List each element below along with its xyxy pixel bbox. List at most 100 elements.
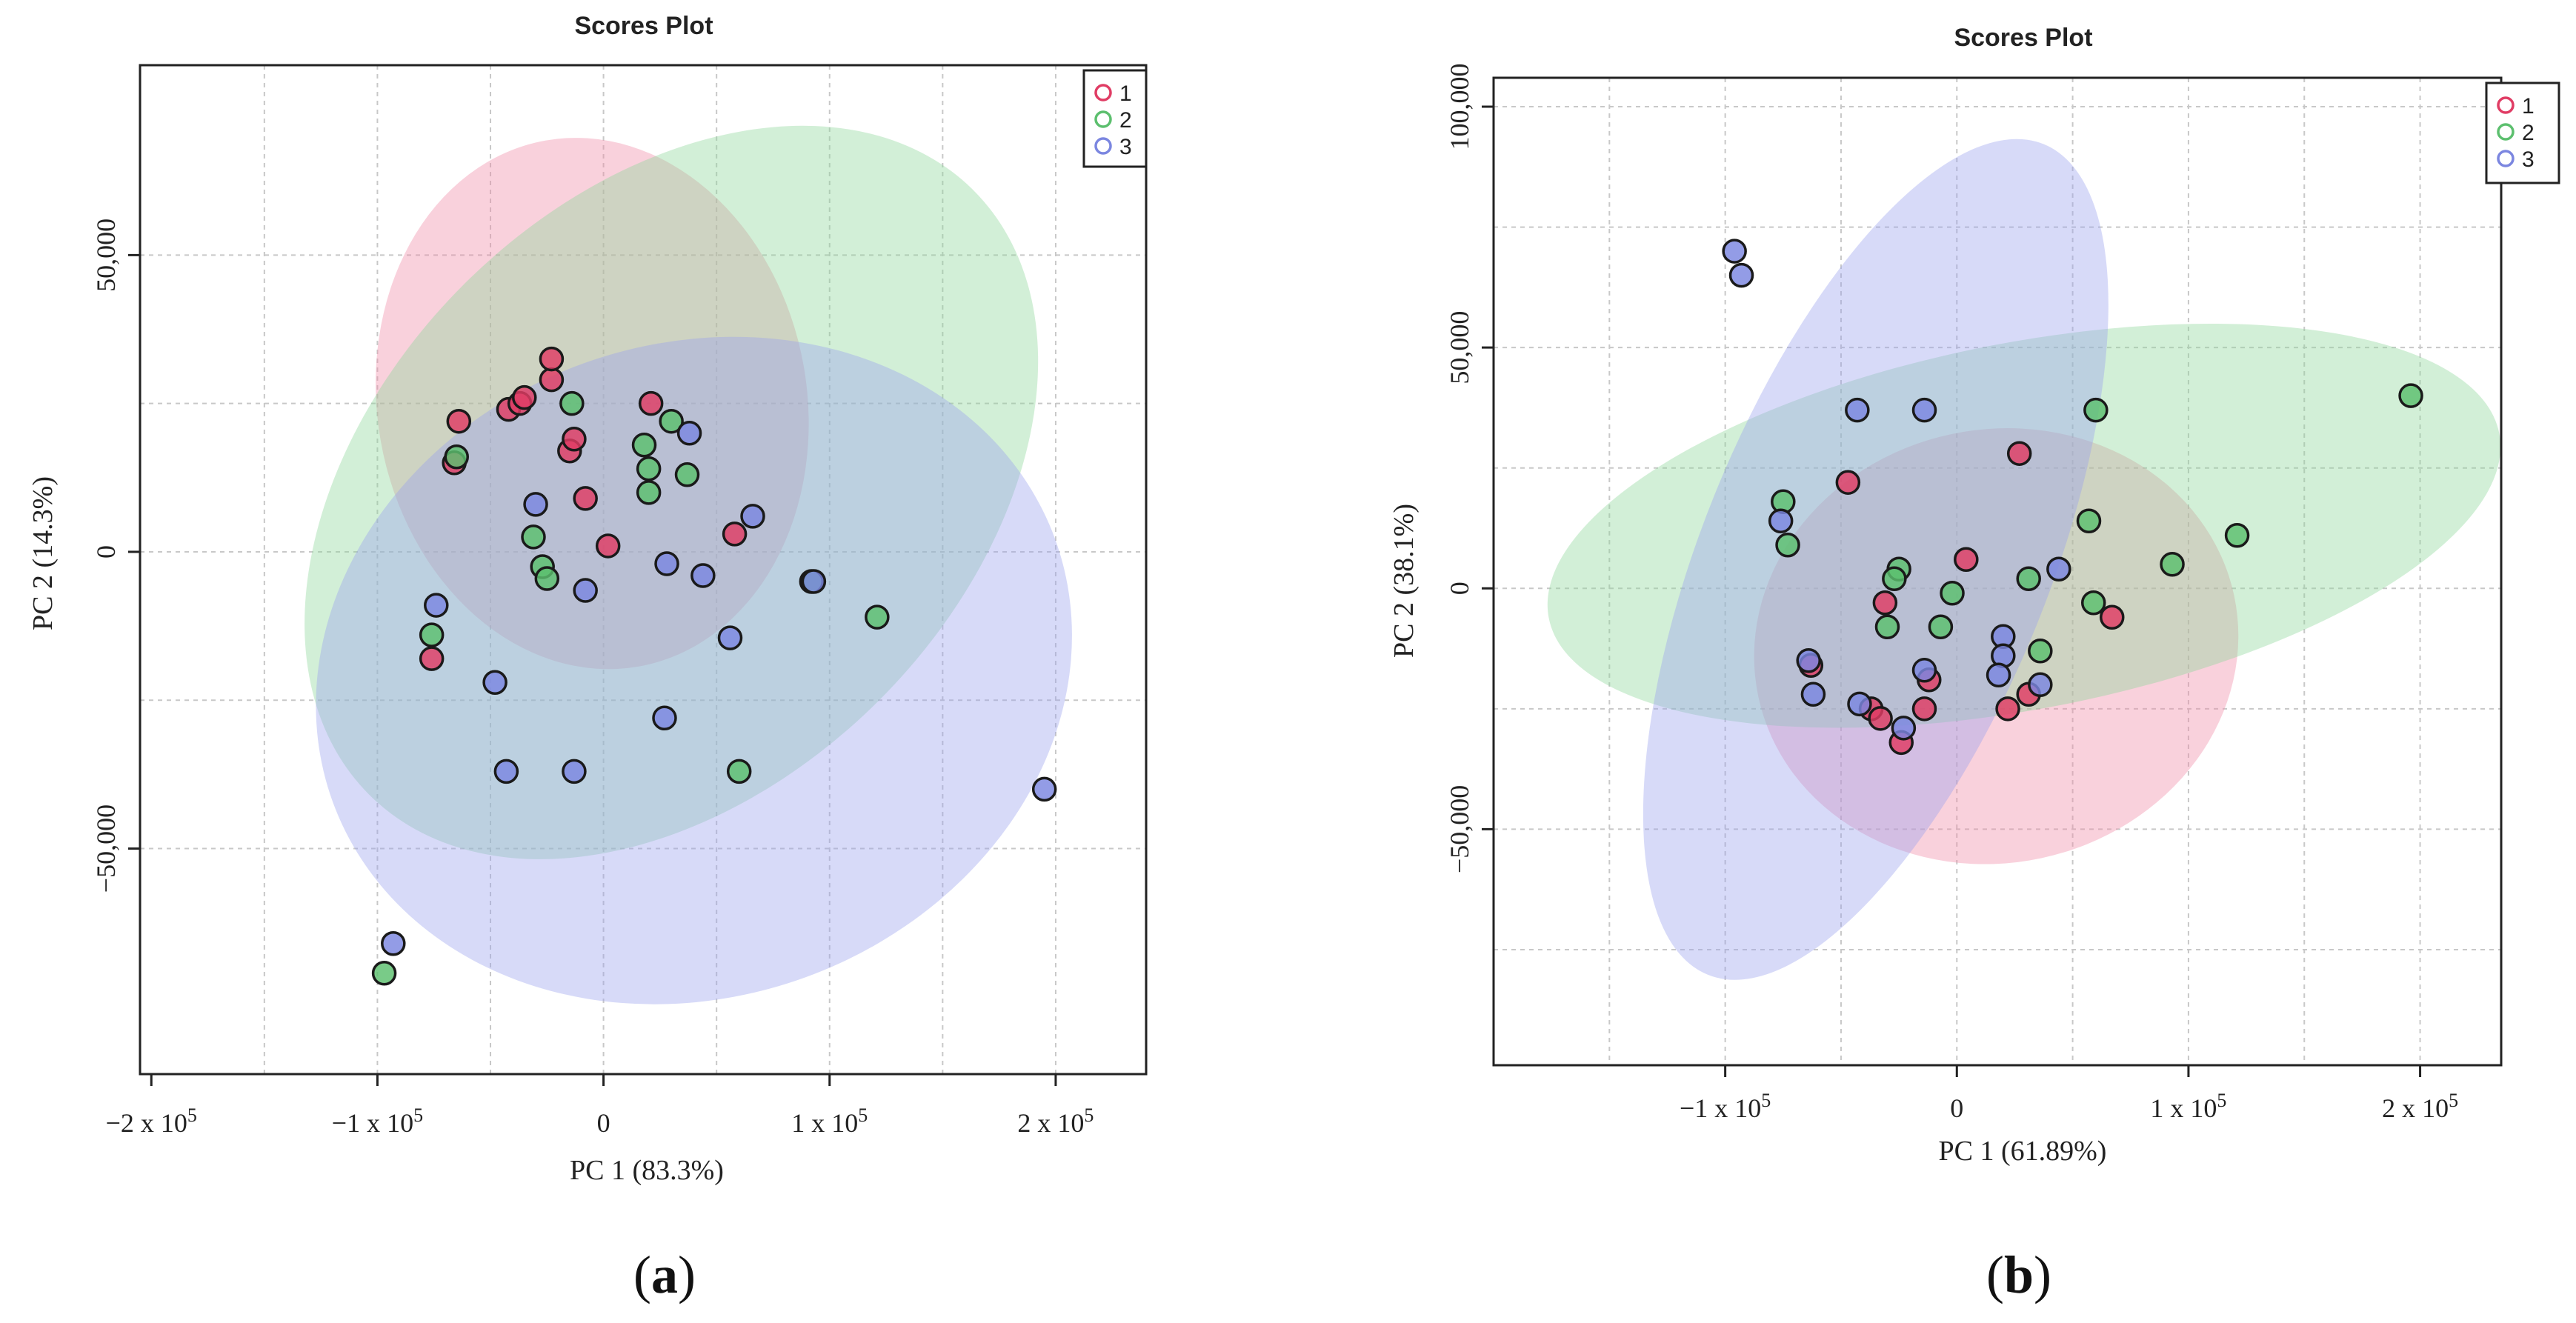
- point-group-2: [865, 604, 890, 630]
- point-group-2: [559, 390, 585, 416]
- point-group-3: [381, 930, 406, 956]
- plot-frame-b: [1492, 76, 2503, 1067]
- point-group-1: [1872, 590, 1898, 616]
- legend-marker-group-2: [1094, 110, 1112, 128]
- point-group-3: [482, 670, 507, 695]
- point-group-2: [1775, 532, 1800, 558]
- x-tick-label: 1 x 105: [2150, 1090, 2226, 1123]
- point-group-3: [1031, 776, 1057, 802]
- point-group-2: [2398, 383, 2423, 408]
- point-group-3: [2028, 672, 2053, 698]
- point-group-3: [2046, 556, 2071, 581]
- point-group-3: [493, 759, 519, 784]
- x-tick-label: −1 x 105: [1680, 1090, 1771, 1123]
- point-group-2: [631, 433, 657, 458]
- x-axis-ticks-b: −1 x 105 0 1 x 105 2 x 105: [1680, 1065, 2458, 1123]
- point-group-2: [1882, 566, 1907, 592]
- point-group-2: [1874, 614, 1900, 640]
- legend-label-group-3: 3: [1119, 135, 1132, 159]
- scores-plot-b: Scores Plot −1 x 105 0 1 x 105 2 x 105 100,…: [1388, 24, 2560, 1304]
- ellipses-b: [1547, 139, 2501, 980]
- point-group-3: [1845, 397, 1870, 423]
- point-group-3: [1728, 262, 1754, 288]
- legend-label-group-1: 1: [2522, 94, 2535, 119]
- confidence-ellipse-group-3: [1643, 139, 2109, 980]
- x-axis-ticks-a: −2 x 105 −1 x 105 0 1 x 105 2 x 105: [106, 1074, 1094, 1138]
- point-group-1: [562, 426, 587, 452]
- y-axis-label-a: PC 2 (14.3%): [27, 476, 59, 630]
- chart-title-b: Scores Plot: [1954, 24, 2092, 52]
- panel-label-b-close: ): [2034, 1245, 2051, 1304]
- point-group-3: [424, 593, 449, 618]
- point-group-3: [1768, 508, 1794, 533]
- panel-label-a-letter: a: [651, 1245, 678, 1304]
- point-group-3: [690, 563, 716, 588]
- panel-label-b-open: (: [1986, 1245, 2004, 1304]
- point-group-2: [444, 444, 469, 470]
- point-group-1: [1868, 706, 1893, 731]
- point-group-3: [523, 492, 548, 517]
- point-group-2: [1928, 614, 1954, 640]
- legend-label-group-1: 1: [1119, 81, 1132, 106]
- legend-label-group-2: 2: [2522, 121, 2535, 145]
- panel-label-a-open: (: [633, 1245, 651, 1304]
- point-group-3: [562, 759, 587, 784]
- legend-box: [1082, 69, 1148, 168]
- point-group-3: [1847, 691, 1872, 717]
- point-group-3: [1796, 648, 1821, 673]
- point-group-2: [636, 480, 662, 505]
- point-group-1: [2100, 604, 2125, 630]
- legend-marker-group-1: [2497, 96, 2515, 114]
- point-group-2: [674, 462, 700, 487]
- point-group-1: [512, 384, 537, 410]
- points-b: [1722, 239, 2423, 756]
- point-group-3: [676, 420, 702, 446]
- legend-marker-group-3: [1094, 137, 1112, 155]
- x-tick-label: 0: [597, 1108, 610, 1138]
- point-group-2: [2160, 551, 2185, 577]
- point-group-1: [722, 521, 748, 547]
- point-group-1: [539, 346, 565, 372]
- confidence-ellipse-group-3: [316, 336, 1072, 1004]
- legend-a: 123: [1082, 69, 1148, 168]
- point-group-3: [801, 569, 827, 594]
- point-group-1: [1835, 470, 1861, 495]
- point-group-2: [534, 566, 560, 591]
- panel-label-b-letter: b: [2004, 1245, 2034, 1304]
- point-group-3: [1911, 397, 1937, 423]
- point-group-2: [2083, 397, 2109, 423]
- y-tick-label: 0: [91, 545, 121, 559]
- y-axis-ticks-a: 50,000 0 −50,000: [91, 219, 140, 893]
- point-group-3: [1800, 682, 1826, 707]
- point-group-2: [371, 961, 397, 986]
- point-group-2: [2224, 522, 2250, 548]
- y-tick-label: 50,000: [1445, 311, 1474, 384]
- point-group-2: [521, 524, 546, 550]
- point-group-2: [659, 408, 684, 434]
- plot-frame-a: [139, 64, 1148, 1076]
- points-a: [371, 346, 1057, 986]
- x-axis-label-b: PC 1 (61.89%): [1939, 1136, 2107, 1167]
- point-group-3: [1911, 658, 1937, 683]
- point-group-2: [2016, 566, 2041, 592]
- y-axis-label-b: PC 2 (38.1%): [1388, 504, 1420, 658]
- x-tick-label: −1 x 105: [332, 1104, 423, 1138]
- legend-marker-group-2: [2497, 123, 2515, 141]
- point-group-2: [419, 622, 445, 647]
- y-tick-label: 50,000: [91, 219, 121, 292]
- panel-label-b: (b): [1986, 1245, 2051, 1304]
- legend-b: 123: [2485, 81, 2560, 184]
- confidence-ellipse-group-2: [1547, 324, 2501, 728]
- x-tick-label: 2 x 105: [1017, 1104, 1094, 1138]
- panel-label-a-close: ): [678, 1245, 696, 1304]
- point-group-1: [1995, 696, 2020, 722]
- point-group-3: [654, 551, 679, 576]
- legend-marker-group-1: [1094, 84, 1112, 101]
- y-tick-label: 100,000: [1445, 64, 1474, 150]
- point-group-1: [2006, 441, 2032, 466]
- point-group-3: [1891, 716, 1917, 741]
- point-group-2: [1940, 581, 1965, 606]
- point-group-1: [1911, 696, 1937, 722]
- point-group-1: [419, 646, 445, 671]
